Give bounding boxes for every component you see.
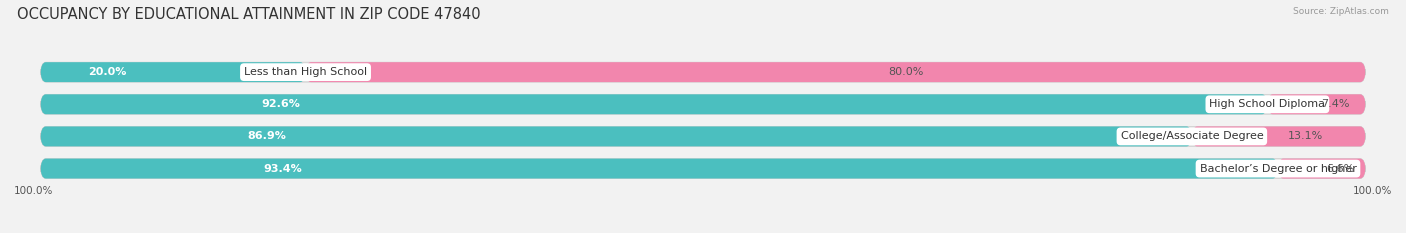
Text: 92.6%: 92.6% <box>262 99 301 109</box>
FancyBboxPatch shape <box>1192 127 1365 146</box>
Text: 100.0%: 100.0% <box>14 186 53 196</box>
Text: 6.6%: 6.6% <box>1326 164 1354 174</box>
FancyBboxPatch shape <box>41 62 1365 82</box>
Text: High School Diploma: High School Diploma <box>1209 99 1326 109</box>
FancyBboxPatch shape <box>41 62 305 82</box>
Text: 13.1%: 13.1% <box>1288 131 1323 141</box>
Text: 80.0%: 80.0% <box>889 67 924 77</box>
Text: College/Associate Degree: College/Associate Degree <box>1121 131 1263 141</box>
FancyBboxPatch shape <box>41 127 1365 146</box>
Text: 100.0%: 100.0% <box>1353 186 1392 196</box>
Text: Bachelor’s Degree or higher: Bachelor’s Degree or higher <box>1199 164 1357 174</box>
Text: 20.0%: 20.0% <box>89 67 127 77</box>
FancyBboxPatch shape <box>41 159 1365 178</box>
FancyBboxPatch shape <box>41 159 1278 178</box>
Text: 93.4%: 93.4% <box>263 164 302 174</box>
Text: Source: ZipAtlas.com: Source: ZipAtlas.com <box>1294 7 1389 16</box>
FancyBboxPatch shape <box>1267 94 1365 114</box>
Text: 7.4%: 7.4% <box>1322 99 1350 109</box>
Text: 86.9%: 86.9% <box>247 131 287 141</box>
FancyBboxPatch shape <box>41 94 1365 114</box>
Text: OCCUPANCY BY EDUCATIONAL ATTAINMENT IN ZIP CODE 47840: OCCUPANCY BY EDUCATIONAL ATTAINMENT IN Z… <box>17 7 481 22</box>
FancyBboxPatch shape <box>305 62 1365 82</box>
FancyBboxPatch shape <box>41 94 1267 114</box>
FancyBboxPatch shape <box>1278 159 1365 178</box>
Text: Less than High School: Less than High School <box>245 67 367 77</box>
FancyBboxPatch shape <box>41 127 1192 146</box>
